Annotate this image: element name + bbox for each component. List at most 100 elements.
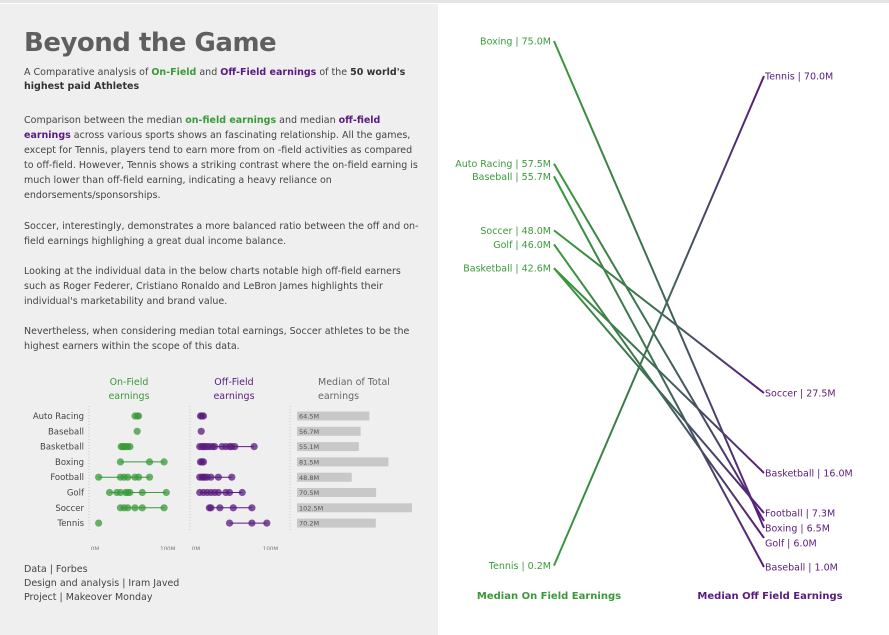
total-bar-label: 55.1M xyxy=(299,443,319,451)
page-title: Beyond the Game xyxy=(24,28,277,58)
off-field-dot xyxy=(231,443,239,451)
slope-line-auto-racing xyxy=(553,163,765,522)
slope-line-basketball xyxy=(553,267,765,474)
on-field-dot xyxy=(124,473,132,481)
off-field-dot xyxy=(263,519,271,527)
slope-chart: Boxing | 75.0M Boxing | 6.5M Tennis | 0.2M… xyxy=(455,37,853,603)
sport-label: Golf xyxy=(67,489,85,499)
paragraph-text: Comparison between the median xyxy=(24,115,186,126)
off-field-header: earnings xyxy=(213,391,254,402)
on-field-header: On-Field xyxy=(110,377,149,388)
off-field-dot xyxy=(214,488,222,497)
slope-line-soccer xyxy=(553,229,765,394)
sport-label: Football xyxy=(50,473,84,483)
on-field-dot xyxy=(138,488,146,497)
on-field-dot xyxy=(126,488,134,497)
off-field-dot xyxy=(250,443,258,451)
total-header: earnings xyxy=(318,391,359,402)
on-field-dot xyxy=(145,473,154,481)
off-field-dot xyxy=(225,519,234,527)
total-bar xyxy=(297,503,412,513)
footer: Data | Forbes Design and analysis | Iram… xyxy=(24,563,179,605)
on-field-dot xyxy=(116,458,125,466)
total-bar xyxy=(297,442,359,452)
off-field-dot xyxy=(248,519,256,527)
total-bar-label: 64.5M xyxy=(299,413,319,421)
total-bar xyxy=(297,411,370,421)
on-field-dot xyxy=(160,504,168,512)
footer-project: Project | Makeover Monday xyxy=(24,592,153,603)
paragraph-text: and median xyxy=(276,115,339,126)
paragraph-individual: Looking at the individual data in the be… xyxy=(24,266,401,307)
subtitle-highlight: 50 world's highest paid Athletes xyxy=(24,67,406,92)
subtitle-text: and xyxy=(196,67,221,78)
total-bar xyxy=(297,472,352,482)
on-field-dot xyxy=(160,458,168,466)
on-field-dot xyxy=(124,504,132,512)
footer-design: Design and analysis | Iram Javed xyxy=(24,578,180,589)
off-field-dot xyxy=(248,504,256,512)
axis-tick-label: 100M xyxy=(263,546,278,550)
axis-tick-label: 100M xyxy=(160,546,175,550)
total-bar-label: 81.5M xyxy=(299,459,319,467)
axis-tick-label: 0M xyxy=(192,546,200,550)
off-field-dot xyxy=(211,443,219,451)
on-field-value-label: Soccer | 48.0M xyxy=(480,226,551,237)
sport-label: Tennis xyxy=(56,519,84,529)
total-bar-label: 102.5M xyxy=(299,504,323,512)
athlete-dot-plot: On-Field earnings Off-Field earnings Median … xyxy=(33,377,412,550)
subtitle-text: of the xyxy=(316,67,351,78)
slope-line-boxing xyxy=(553,40,765,529)
sport-label: Soccer xyxy=(55,504,84,514)
total-bar xyxy=(297,426,361,436)
off-field-dot xyxy=(197,427,205,435)
subtitle: A Comparative analysis of On-Field and O… xyxy=(24,66,424,94)
off-field-value-label: Football | 7.3M xyxy=(765,509,835,520)
off-field-dot xyxy=(216,504,224,512)
on-field-dot xyxy=(138,504,146,512)
total-bar-label: 70.5M xyxy=(299,489,319,497)
on-field-dot xyxy=(135,412,143,420)
paragraph-text: across various sports shows an fascinati… xyxy=(24,130,418,201)
on-field-value-label: Golf | 46.0M xyxy=(493,240,551,251)
off-field-axis-title: Median Off Field Earnings xyxy=(697,591,842,602)
off-field-dot xyxy=(225,488,234,497)
off-field-dot xyxy=(229,504,237,512)
on-field-dot xyxy=(145,458,154,466)
total-bar-label: 56.7M xyxy=(299,428,319,436)
sport-label: Baseball xyxy=(48,427,84,437)
on-field-dot xyxy=(133,427,141,435)
total-bar xyxy=(297,518,376,528)
top-rule xyxy=(0,0,889,3)
slope-line-tennis xyxy=(553,75,765,566)
sport-label: Boxing xyxy=(55,458,84,468)
footer-data-source: Data | Forbes xyxy=(24,564,88,575)
off-field-value-label: Baseball | 1.0M xyxy=(765,563,838,574)
paragraph-soccer: Soccer, interestingly, demonstrates a mo… xyxy=(24,221,419,247)
sport-label: Basketball xyxy=(40,443,84,453)
off-field-header: Off-Field xyxy=(214,377,253,388)
on-field-axis-title: Median On Field Earnings xyxy=(477,591,621,602)
on-field-dot xyxy=(95,519,103,527)
off-field-value-label: Soccer | 27.5M xyxy=(765,389,836,400)
off-field-dot xyxy=(199,458,208,466)
story-panel xyxy=(0,4,438,635)
on-field-dot xyxy=(116,488,125,497)
on-field-value-label: Boxing | 75.0M xyxy=(480,37,551,48)
axis-tick-label: 0M xyxy=(91,546,99,550)
total-bar xyxy=(297,457,389,467)
subtitle-off-field: Off-Field earnings xyxy=(220,67,317,78)
on-field-dot xyxy=(135,473,143,481)
off-field-dot xyxy=(238,488,246,497)
subtitle-on-field: On-Field xyxy=(151,67,197,78)
on-field-value-label: Baseball | 55.7M xyxy=(472,172,551,183)
on-field-dot xyxy=(162,488,170,497)
on-field-dot xyxy=(126,443,134,451)
sport-label: Auto Racing xyxy=(33,412,84,422)
off-field-value-label: Golf | 6.0M xyxy=(765,539,817,550)
on-field-value-label: Basketball | 42.6M xyxy=(463,264,551,275)
on-field-dot xyxy=(95,473,103,481)
subtitle-text: A Comparative analysis of xyxy=(24,67,152,78)
off-field-highlight: off-field earnings xyxy=(24,115,381,141)
on-field-header: earnings xyxy=(108,391,149,402)
